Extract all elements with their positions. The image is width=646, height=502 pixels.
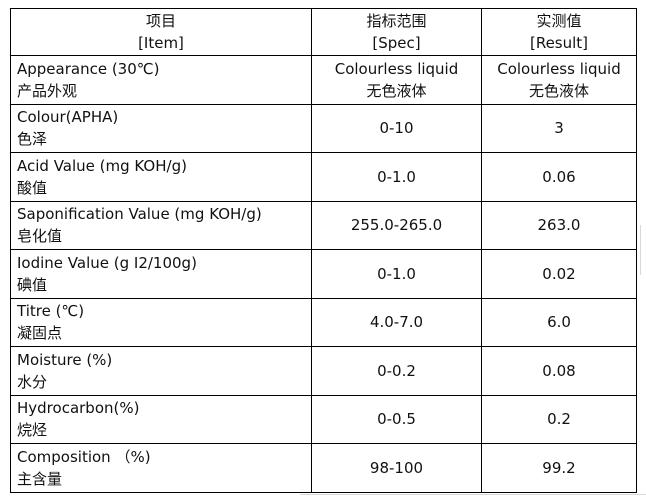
table-cell: 98-100 [311, 443, 482, 493]
table-body: 项目 [Item] 指标范围 [Spec] 实测值 [Result] Appearance … [10, 8, 637, 493]
cell-text: 4.0-7.0 [369, 313, 424, 332]
table-cell: 实测值 [Result] [481, 8, 637, 56]
table-row: Iodine Value (g I2/100g) 碘值 0-1.0 0.02 [10, 249, 637, 299]
cell-text: [Result] [529, 34, 589, 52]
table-row: Titre (℃) 凝固点 4.0-7.0 6.0 [10, 297, 637, 347]
table-cell: Colourless liquid 无色液体 [311, 55, 482, 105]
cell-text: 0-10 [379, 119, 414, 138]
table-cell: 0-0.5 [311, 394, 482, 444]
cell-text: Composition （%) [17, 447, 151, 466]
table-cell: Colour(APHA) 色泽 [10, 103, 312, 153]
table-row: Moisture (%) 水分 0-0.2 0.08 [10, 346, 637, 396]
cell-text: 实测值 [536, 12, 582, 30]
cell-text: 色泽 [17, 130, 48, 149]
table-row: Hydrocarbon(%) 烷烃 0-0.5 0.2 [10, 394, 637, 444]
cell-text: Saponification Value (mg KOH/g) [17, 205, 262, 224]
cell-text: Titre (℃) [17, 302, 85, 321]
table-cell: 0-10 [311, 103, 482, 153]
table-cell: 3 [481, 103, 637, 153]
table-cell: 6.0 [481, 297, 637, 347]
cell-text: [Spec] [372, 34, 421, 52]
cell-text: Colourless liquid [497, 59, 621, 78]
cell-text: 指标范围 [366, 12, 427, 30]
edge-line [640, 225, 641, 275]
table-cell: 0.02 [481, 249, 637, 299]
cell-text: 凝固点 [17, 324, 63, 343]
table-cell: 255.0-265.0 [311, 200, 482, 250]
cell-text: [Item] [138, 34, 184, 52]
table-cell: 0-1.0 [311, 249, 482, 299]
table-cell: 项目 [Item] [10, 8, 312, 56]
table-row: Colour(APHA) 色泽 0-10 3 [10, 103, 637, 153]
table-cell: Iodine Value (g I2/100g) 碘值 [10, 249, 312, 299]
table-cell: 99.2 [481, 443, 637, 493]
spec-table: 项目 [Item] 指标范围 [Spec] 实测值 [Result] Appearance … [10, 8, 637, 493]
cell-text: 3 [554, 119, 564, 138]
cell-text: Appearance (30℃) [17, 59, 160, 78]
cell-text: 263.0 [537, 216, 581, 235]
cell-text: 碘值 [17, 275, 48, 294]
table-row: Composition （%) 主含量 98-100 99.2 [10, 443, 637, 493]
table-cell: 0-1.0 [311, 152, 482, 202]
cell-text: Colour(APHA) [17, 108, 119, 127]
cell-text: 98-100 [369, 458, 424, 477]
cell-text: 酸值 [17, 178, 48, 197]
cell-text: 水分 [17, 372, 48, 391]
header-row: 项目 [Item] 指标范围 [Spec] 实测值 [Result] [10, 8, 637, 56]
table-row: Saponification Value (mg KOH/g) 皂化值 255.0-… [10, 200, 637, 250]
cell-text: 6.0 [547, 313, 571, 332]
table-cell: Composition （%) 主含量 [10, 443, 312, 493]
table-cell: 指标范围 [Spec] [311, 8, 482, 56]
table-cell: 0.06 [481, 152, 637, 202]
cell-text: 255.0-265.0 [350, 216, 443, 235]
cell-text: Hydrocarbon(%) [17, 399, 140, 418]
cell-text: 烷烃 [17, 421, 48, 440]
table-cell: Appearance (30℃) 产品外观 [10, 55, 312, 105]
cell-text: 0-1.0 [377, 167, 416, 186]
table-cell: Moisture (%) 水分 [10, 346, 312, 396]
cell-text: 皂化值 [17, 227, 63, 246]
cell-text: 0-0.2 [377, 361, 416, 380]
cell-text: 项目 [145, 12, 176, 30]
table-cell: Hydrocarbon(%) 烷烃 [10, 394, 312, 444]
cell-text: 主含量 [17, 469, 63, 488]
table-cell: Saponification Value (mg KOH/g) 皂化值 [10, 200, 312, 250]
table-cell: Acid Value (mg KOH/g) 酸值 [10, 152, 312, 202]
table-cell: 0.2 [481, 394, 637, 444]
cell-text: 0.2 [547, 410, 571, 429]
cell-text: Colourless liquid [334, 59, 459, 78]
table-cell: 0-0.2 [311, 346, 482, 396]
table-cell: Titre (℃) 凝固点 [10, 297, 312, 347]
cell-text: Iodine Value (g I2/100g) [17, 253, 197, 272]
cell-text: 0-1.0 [377, 264, 416, 283]
table-cell: Colourless liquid 无色液体 [481, 55, 637, 105]
table-row: Appearance (30℃) 产品外观 Colourless liquid 无色液… [10, 55, 637, 105]
table-cell: 263.0 [481, 200, 637, 250]
cell-text: 0.06 [542, 167, 576, 186]
cell-text: 无色液体 [528, 81, 589, 100]
edge-line [300, 494, 646, 495]
cell-text: 0.08 [542, 361, 576, 380]
table-cell: 4.0-7.0 [311, 297, 482, 347]
cell-text: 无色液体 [366, 81, 427, 100]
cell-text: Acid Value (mg KOH/g) [17, 156, 187, 175]
cell-text: 产品外观 [17, 81, 78, 100]
cell-text: Moisture (%) [17, 350, 113, 369]
table-cell: 0.08 [481, 346, 637, 396]
cell-text: 0-0.5 [377, 410, 416, 429]
table-row: Acid Value (mg KOH/g) 酸值 0-1.0 0.06 [10, 152, 637, 202]
cell-text: 99.2 [542, 458, 576, 477]
cell-text: 0.02 [542, 264, 576, 283]
